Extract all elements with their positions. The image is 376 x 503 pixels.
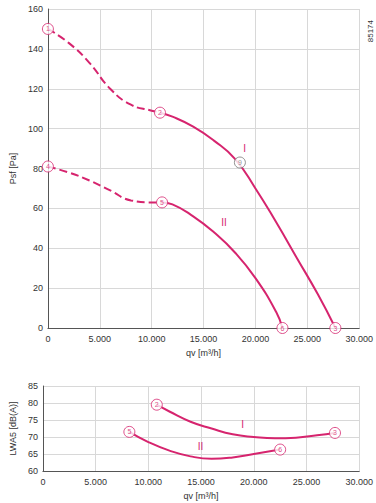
svg-text:100: 100 [28, 124, 43, 134]
svg-text:5: 5 [127, 428, 131, 435]
svg-text:I: I [243, 143, 246, 154]
svg-text:60: 60 [28, 466, 38, 476]
svg-text:qv [m³/h]: qv [m³/h] [186, 348, 221, 358]
svg-text:0: 0 [40, 477, 45, 487]
svg-text:0: 0 [38, 323, 43, 333]
svg-text:II: II [198, 441, 204, 452]
svg-text:10.000: 10.000 [135, 477, 163, 487]
svg-text:6: 6 [278, 446, 282, 453]
svg-text:2: 2 [155, 401, 159, 408]
svg-text:15.000: 15.000 [190, 334, 218, 344]
svg-text:5.000: 5.000 [84, 477, 107, 487]
svg-text:60: 60 [33, 203, 43, 213]
svg-text:65: 65 [28, 449, 38, 459]
svg-text:75: 75 [28, 415, 38, 425]
svg-text:LWA5 [dB(A)]: LWA5 [dB(A)] [8, 401, 18, 455]
svg-text:160: 160 [28, 4, 43, 14]
svg-text:70: 70 [28, 432, 38, 442]
svg-text:3: 3 [333, 325, 337, 332]
svg-text:6: 6 [280, 325, 284, 332]
svg-text:80: 80 [28, 398, 38, 408]
svg-text:15.000: 15.000 [187, 477, 215, 487]
svg-text:qv [m³/h]: qv [m³/h] [184, 491, 219, 501]
svg-text:120: 120 [28, 84, 43, 94]
svg-text:20: 20 [33, 283, 43, 293]
svg-text:40: 40 [33, 243, 43, 253]
svg-text:20.000: 20.000 [240, 477, 268, 487]
svg-text:20.000: 20.000 [242, 334, 270, 344]
svg-text:25.000: 25.000 [294, 334, 322, 344]
svg-text:0: 0 [45, 334, 50, 344]
svg-text:9: 9 [238, 159, 242, 166]
svg-text:85: 85 [28, 381, 38, 391]
svg-text:80: 80 [33, 164, 43, 174]
svg-text:25.000: 25.000 [293, 477, 321, 487]
svg-text:3: 3 [333, 429, 337, 436]
svg-text:30.000: 30.000 [345, 477, 373, 487]
svg-text:30.000: 30.000 [345, 334, 373, 344]
svg-text:10.000: 10.000 [138, 334, 166, 344]
svg-text:Psf [Pa]: Psf [Pa] [8, 153, 18, 185]
svg-text:1: 1 [46, 25, 50, 32]
svg-text:4: 4 [46, 163, 50, 170]
svg-text:5: 5 [160, 199, 164, 206]
svg-text:5.000: 5.000 [89, 334, 112, 344]
svg-text:140: 140 [28, 44, 43, 54]
svg-text:85174: 85174 [366, 19, 375, 42]
svg-text:I: I [241, 419, 244, 430]
svg-text:2: 2 [158, 109, 162, 116]
svg-text:II: II [221, 217, 227, 228]
